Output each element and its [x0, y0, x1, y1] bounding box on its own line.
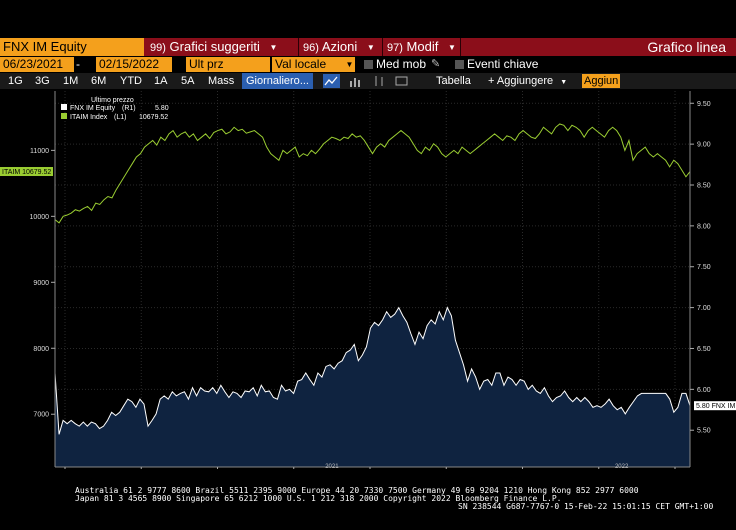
caret-down-icon: ▼	[560, 79, 568, 86]
legend-fnx-name: FNX IM Equity	[70, 105, 116, 112]
price-chart[interactable]: 9.50 9.00 8.50 8.00 7.50 7.00 6.50 6.00 5.50 1100…	[0, 89, 736, 469]
divider	[460, 38, 461, 56]
right-tick-label: 6.50	[697, 346, 711, 353]
divider	[298, 38, 299, 56]
end-date-field[interactable]: 02/15/2022	[96, 57, 172, 72]
ticker-field[interactable]: FNX IM Equity	[0, 38, 144, 56]
line-chart-glyph	[324, 76, 338, 86]
footer-line-1: Australia 61 2 9777 8600 Brazil 5511 239…	[75, 486, 639, 495]
caret-down-icon: ▼	[366, 43, 375, 52]
aggiungere-button[interactable]: + Aggiungere ▼	[488, 73, 567, 89]
menu-number: 97)	[387, 42, 403, 54]
caret-down-icon: ▼	[269, 43, 278, 52]
right-tick-label: 9.00	[697, 142, 711, 149]
settings-grid-glyph	[395, 76, 408, 86]
frequency-label: Giornaliero	[246, 75, 300, 87]
fnx-area-fill	[55, 307, 690, 467]
frequency-dropdown[interactable]: Giornaliero...	[242, 73, 313, 89]
year-label: 2022	[615, 464, 629, 469]
fnx-last-value-tag	[694, 401, 736, 411]
period-mass[interactable]: Mass	[208, 75, 235, 87]
menu-label: Azioni	[321, 39, 358, 54]
ellipsis: ...	[299, 75, 309, 87]
legend-itaim-axis: (L1)	[114, 114, 126, 121]
toolbar: FNX IM Equity 99) Grafici suggeriti ▼ 96…	[0, 38, 736, 56]
menu-label: Modif	[406, 39, 439, 54]
chart-type-title: Grafico linea	[647, 39, 726, 55]
menu-label: Grafici suggeriti	[169, 39, 260, 54]
right-tick-label: 5.50	[697, 428, 711, 435]
period-5a[interactable]: 5A	[181, 75, 195, 87]
right-tick-label: 8.00	[697, 223, 711, 230]
menu-number: 99)	[150, 42, 166, 54]
right-tick-label: 9.50	[697, 101, 711, 108]
legend-swatch-itaim	[61, 113, 67, 119]
period-1a[interactable]: 1A	[154, 75, 168, 87]
eventi-checkbox[interactable]	[455, 60, 464, 69]
period-6m[interactable]: 6M	[91, 75, 107, 87]
year-label: 2021	[325, 464, 339, 469]
right-tick-label: 7.50	[697, 264, 711, 271]
period-ytd[interactable]: YTD	[120, 75, 142, 87]
price-field[interactable]: Ult prz	[186, 57, 270, 72]
left-tick-label: 8000	[33, 346, 49, 353]
line-chart-icon[interactable]	[323, 74, 340, 88]
itaim-last-value-text: ITAIM 10679.52	[2, 169, 51, 176]
tabella-button[interactable]: Tabella	[436, 75, 471, 87]
fnx-series-line	[54, 306, 691, 435]
settings-grid-icon[interactable]	[393, 74, 410, 88]
right-tick-label: 6.00	[697, 387, 711, 394]
menu-azioni[interactable]: 96) Azioni ▼	[303, 38, 375, 56]
aggiungere-label: + Aggiungere	[488, 75, 554, 87]
aggiun-button[interactable]: Aggiun	[582, 74, 621, 88]
footer-line-2: Japan 81 3 4565 8900 Singapore 65 6212 1…	[75, 494, 562, 503]
period-3g[interactable]: 3G	[35, 75, 50, 87]
itaim-series-line	[54, 123, 691, 224]
legend-itaim-value: 10679.52	[139, 114, 168, 121]
left-tick-label: 11000	[30, 148, 49, 155]
candle-chart-icon[interactable]	[371, 74, 388, 88]
eventi-label: Eventi chiave	[467, 57, 539, 71]
period-1g[interactable]: 1G	[8, 75, 23, 87]
currency-dropdown-icon[interactable]: ▼	[344, 57, 355, 72]
right-tick-label: 7.00	[697, 305, 711, 312]
period-bar: 1G 3G 1M 6M YTD 1A 5A Mass Giornaliero..…	[0, 73, 736, 89]
pencil-icon[interactable]: ✎	[431, 58, 441, 70]
legend-fnx-value: 5.80	[155, 105, 169, 112]
left-tick-label: 10000	[30, 214, 50, 221]
period-1m[interactable]: 1M	[63, 75, 79, 87]
menu-grafici-suggeriti[interactable]: 99) Grafici suggeriti ▼	[150, 38, 277, 56]
date-separator: -	[76, 57, 80, 71]
itaim-last-value-tag	[0, 167, 53, 177]
menu-number: 96)	[303, 42, 319, 54]
right-tick-label: 8.50	[697, 183, 711, 190]
legend-swatch-fnx	[61, 104, 67, 110]
left-tick-label: 7000	[33, 412, 49, 419]
date-controls: 06/23/2021 - 02/15/2022 Ult prz Val loca…	[0, 57, 736, 72]
med-mob-label: Med mob	[376, 57, 427, 71]
bar-chart-glyph	[350, 78, 360, 87]
candle-chart-glyph	[375, 76, 383, 86]
legend-fnx-axis: (R1)	[122, 105, 136, 112]
footer-line-3: SN 238544 G687-7767-0 15-Feb-22 15:01:15…	[458, 502, 714, 511]
caret-down-icon: ▼	[447, 43, 456, 52]
legend-itaim-name: ITAIM Index	[70, 114, 108, 121]
fnx-last-value-text: 5.80 FNX IM	[696, 403, 735, 410]
menu-modif[interactable]: 97) Modif ▼	[387, 38, 456, 56]
divider	[382, 38, 383, 56]
left-tick-label: 9000	[33, 280, 49, 287]
axes: 9.50 9.00 8.50 8.00 7.50 7.00 6.50 6.00 5.50 1100…	[30, 91, 711, 469]
start-date-field[interactable]: 06/23/2021	[0, 57, 74, 72]
currency-field[interactable]: Val locale	[272, 57, 344, 72]
med-mob-checkbox[interactable]	[364, 60, 373, 69]
legend-title: Ultimo prezzo	[91, 97, 134, 104]
bar-chart-icon[interactable]	[347, 74, 364, 88]
